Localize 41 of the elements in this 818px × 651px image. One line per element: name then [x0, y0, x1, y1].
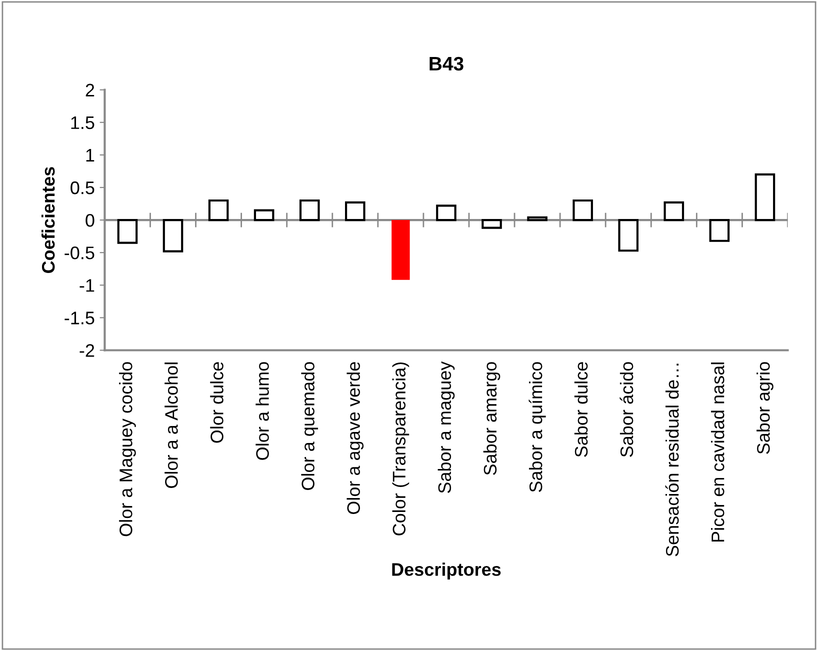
chart-title: B43	[430, 56, 464, 71]
x-tick-label: Sabor ácido	[620, 362, 634, 457]
y-tick-label: 0	[86, 214, 94, 227]
y-tick-label: 1	[86, 149, 94, 162]
bar	[162, 218, 184, 252]
x-tick-label: Olor a quemado	[301, 362, 318, 490]
x-tick-label: Sabor dulce	[574, 362, 588, 457]
y-tick-label: -0.5	[64, 246, 94, 260]
bar	[527, 216, 548, 222]
x-tick-label: Sensación residual de…	[665, 364, 679, 556]
x-tick-label: Sabor amargo	[483, 362, 500, 475]
x-tick-label: Sabor agrio	[756, 362, 774, 454]
y-tick-label: 2	[86, 84, 94, 96]
x-tick-label: Picor en cavidad nasal	[711, 362, 724, 542]
bar	[709, 218, 730, 242]
x-tick-label: Sabor a maguey	[438, 361, 455, 494]
x-tick-label: Olor a Maguey cocido	[119, 362, 136, 536]
bar	[572, 199, 593, 222]
y-tick-label: -2	[80, 344, 94, 357]
x-tick-label: Color (Transparencia)	[392, 362, 410, 536]
x-tick-label: Olor dulce	[210, 362, 224, 443]
y-tick-label: 1.5	[71, 116, 94, 130]
bar	[208, 199, 229, 222]
x-axis-title: Descriptores	[392, 562, 501, 580]
bar	[618, 218, 639, 252]
x-tick-label: Olor a a Alcohol	[164, 362, 178, 488]
bar	[254, 209, 274, 222]
y-axis-title: Coeficientes	[41, 167, 55, 273]
bar	[664, 201, 684, 222]
y-tick-label: -1	[80, 279, 94, 292]
bar	[299, 199, 320, 222]
bar	[754, 173, 776, 222]
y-tick-label: 0.5	[70, 181, 94, 194]
y-tick-label: -1.5	[64, 312, 94, 324]
bar	[436, 204, 456, 222]
x-tick-label: Olor a agave verde	[346, 362, 364, 514]
bar	[117, 218, 138, 244]
bar	[482, 218, 502, 229]
bar	[344, 201, 366, 222]
x-tick-label: Olor a humo	[256, 362, 269, 460]
x-tick-label: Sabor a químico	[528, 362, 546, 492]
